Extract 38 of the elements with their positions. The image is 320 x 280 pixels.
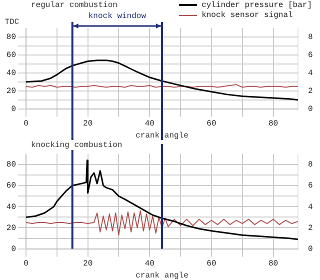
y2-tick-label: 6 (308, 182, 313, 191)
y-tick-label: 80 (6, 160, 16, 170)
text: TDC (4, 18, 20, 28)
x-axis-title: crank angle (136, 131, 189, 140)
x-tick-label: 20 (83, 260, 93, 269)
y2-tick-label: 0 (308, 244, 313, 254)
y2-tick-label: 8 (308, 160, 313, 170)
x-tick-label: 0 (24, 120, 29, 129)
y2-tick-label: 4 (308, 69, 313, 78)
y2-tick-label: 8 (308, 33, 313, 42)
x-axis-title: crank angle (136, 271, 189, 280)
y2-tick-label: 6 (308, 51, 313, 60)
x-tick-label: 40 (144, 120, 155, 129)
y-tick-label: 40 (6, 202, 16, 212)
legend-label: knock sensor signal (202, 10, 293, 20)
chart-title: knocking combustion (30, 141, 124, 150)
y2-tick-label: 0 (308, 104, 313, 114)
x-tick-label: 60 (206, 260, 216, 269)
legend-label: cylinder pressure [bar] (202, 0, 312, 10)
y-tick-label: 80 (6, 33, 16, 42)
x-tick-label: 0 (24, 260, 29, 269)
y2-tick-label: 2 (308, 224, 313, 233)
x-tick-label: 20 (83, 120, 93, 129)
y-tick-label: 0 (11, 104, 16, 114)
text: knock window (88, 12, 146, 22)
x-tick-label: 40 (144, 260, 155, 269)
y-tick-label: 60 (6, 182, 16, 191)
x-tick-label: 80 (268, 260, 278, 269)
y-tick-label: 0 (11, 244, 16, 254)
chart-title: regular combustion (30, 1, 118, 10)
y-tick-label: 20 (6, 224, 16, 233)
y2-tick-label: 2 (308, 86, 313, 96)
y2-tick-label: 4 (308, 202, 313, 212)
x-tick-label: 60 (206, 120, 216, 129)
y-tick-label: 60 (6, 51, 16, 60)
x-tick-label: 80 (268, 120, 278, 129)
y-tick-label: 40 (6, 69, 16, 78)
y-tick-label: 20 (6, 86, 16, 96)
